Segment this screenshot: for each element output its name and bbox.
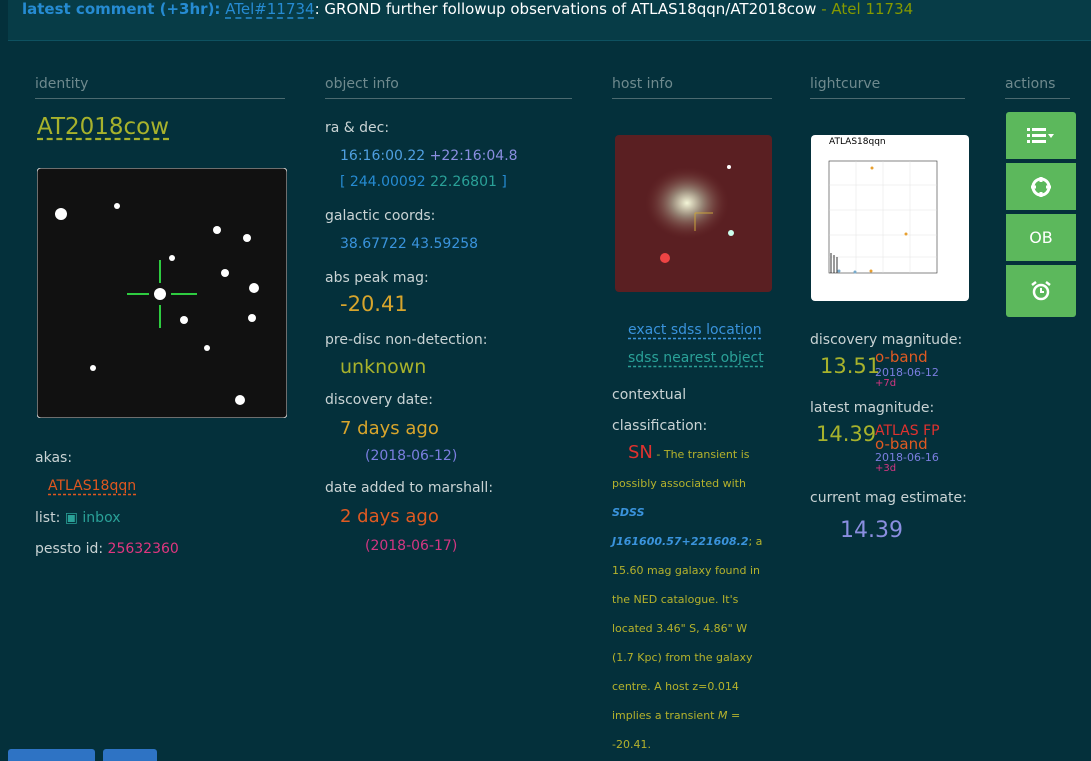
akas-label: akas:	[35, 450, 72, 466]
latest-mag: 14.39	[816, 422, 876, 446]
header: object info	[325, 76, 399, 92]
discovery-delta: +7d	[875, 378, 896, 389]
crosshair-icon	[1030, 176, 1052, 198]
rule	[612, 98, 772, 99]
pessto-id[interactable]: 25632360	[108, 541, 179, 557]
list-menu-button[interactable]	[1006, 112, 1076, 159]
current-mag: 14.39	[840, 518, 903, 543]
label: abs peak mag:	[325, 270, 429, 286]
label: pre-disc non-detection:	[325, 332, 487, 348]
latest-band: o-band	[875, 437, 928, 451]
stamp-image	[37, 168, 287, 418]
bottom-button[interactable]	[103, 749, 157, 761]
header: actions	[1005, 76, 1055, 92]
discovery-band: o-band	[875, 350, 928, 364]
exact-sdss-link[interactable]: exact sdss location	[628, 322, 762, 338]
text: ; a 15.60 mag galaxy found in the NED ca…	[612, 535, 762, 722]
list-row: list: ▣ inbox	[35, 510, 121, 526]
header: identity	[35, 76, 88, 92]
radec-deg: [ 244.00092 22.26801 ]	[340, 174, 507, 190]
label: galactic coords:	[325, 208, 435, 224]
ob-button[interactable]: OB	[1006, 214, 1076, 261]
plot-title: ATLAS18qqn	[829, 137, 886, 147]
classification: SN	[628, 442, 653, 463]
latest-comment: latest comment (+3hr): ATel#11734: GROND…	[22, 0, 913, 18]
discovery-ago: 7 days ago	[340, 418, 439, 439]
lightcurve-image: ATLAS18qqn	[811, 135, 969, 301]
bottom-button[interactable]	[8, 749, 95, 761]
list-link[interactable]: ▣ inbox	[65, 510, 121, 526]
label: latest magnitude:	[810, 400, 934, 416]
abs-peak: -20.41	[340, 292, 408, 316]
host-text: SN - The transient is possibly associate…	[612, 438, 770, 759]
host-name: SDSS J161600.57+221608.2	[612, 506, 748, 548]
atel-link[interactable]: ATel#11734	[225, 0, 314, 18]
rule	[35, 98, 285, 99]
galactic: 38.67722 43.59258	[340, 236, 478, 252]
page: latest comment (+3hr): ATel#11734: GROND…	[0, 0, 1091, 761]
rule	[810, 98, 965, 99]
object-name[interactable]: AT2018cow	[37, 114, 169, 140]
radec: 16:16:00.22 +22:16:04.8	[340, 148, 518, 164]
comment-label: latest comment (+3hr):	[22, 0, 220, 18]
header: lightcurve	[810, 76, 880, 92]
header: host info	[612, 76, 673, 92]
latest-delta: +3d	[875, 463, 896, 474]
comment-text: : GROND further followup observations of…	[315, 0, 817, 18]
label: current mag estimate:	[810, 490, 967, 506]
added-date: (2018-06-17)	[365, 538, 457, 554]
label: discovery magnitude:	[810, 332, 962, 348]
label: date added to marshall:	[325, 480, 493, 496]
added-ago: 2 days ago	[340, 506, 439, 527]
bracket: [	[340, 174, 345, 190]
rule	[325, 98, 572, 99]
contextual-label: contextual classification:	[612, 380, 722, 442]
list-name[interactable]: inbox	[82, 510, 120, 526]
discovery-date: (2018-06-12)	[365, 448, 457, 464]
ra: 16:16:00.22	[340, 148, 425, 164]
separator: -	[816, 0, 831, 18]
alarm-icon	[1030, 280, 1052, 302]
predisc: unknown	[340, 356, 426, 378]
discovery-mag: 13.51	[820, 354, 880, 378]
nearest-sdss-link[interactable]: sdss nearest object	[628, 350, 764, 366]
pessto-label: pessto id:	[35, 541, 103, 557]
label: discovery date:	[325, 392, 433, 408]
dec-deg: 22.26801	[430, 174, 497, 190]
host-image	[615, 135, 772, 292]
crosshair-button[interactable]	[1006, 163, 1076, 210]
bracket: ]	[501, 174, 506, 190]
aka-link[interactable]: ATLAS18qqn	[48, 478, 136, 494]
list-label: list:	[35, 510, 60, 526]
ra-deg: 244.00092	[350, 174, 426, 190]
rule	[1005, 98, 1070, 99]
label: ra & dec:	[325, 120, 389, 136]
top-bar: latest comment (+3hr): ATel#11734: GROND…	[8, 0, 1091, 41]
comment-author: Atel 11734	[831, 0, 913, 18]
pessto-row: pessto id: 25632360	[35, 541, 179, 557]
alarm-button[interactable]	[1006, 265, 1076, 317]
dec: +22:16:04.8	[430, 148, 518, 164]
list-icon	[1026, 126, 1056, 146]
